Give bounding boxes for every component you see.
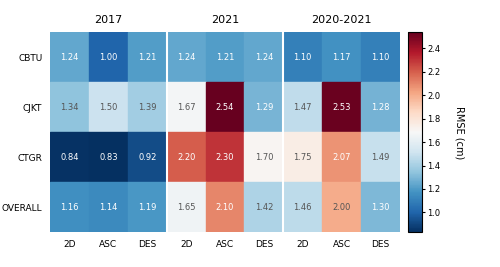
Bar xyxy=(244,182,284,232)
Bar xyxy=(206,82,244,132)
Text: 1.34: 1.34 xyxy=(60,103,78,112)
Text: 1.42: 1.42 xyxy=(254,203,273,212)
Bar xyxy=(89,82,128,132)
Text: 1.10: 1.10 xyxy=(372,53,390,62)
Bar xyxy=(206,182,244,232)
Bar xyxy=(50,82,89,132)
Text: 2.53: 2.53 xyxy=(332,103,351,112)
Text: 2.07: 2.07 xyxy=(332,153,351,162)
Text: 1.49: 1.49 xyxy=(372,153,390,162)
Bar xyxy=(322,182,361,232)
Bar xyxy=(128,32,166,82)
Bar xyxy=(361,82,400,132)
Text: 1.19: 1.19 xyxy=(138,203,156,212)
Text: 1.50: 1.50 xyxy=(99,103,117,112)
Bar xyxy=(128,182,166,232)
Bar xyxy=(361,132,400,182)
Text: 2020-2021: 2020-2021 xyxy=(312,14,372,25)
Text: 1.24: 1.24 xyxy=(60,53,78,62)
Bar xyxy=(166,182,205,232)
Bar xyxy=(206,32,244,82)
Bar xyxy=(50,132,89,182)
Bar xyxy=(361,182,400,232)
Bar xyxy=(89,32,128,82)
Text: 2.10: 2.10 xyxy=(216,203,234,212)
Text: 1.10: 1.10 xyxy=(294,53,312,62)
Bar xyxy=(361,32,400,82)
Text: 1.65: 1.65 xyxy=(177,203,196,212)
Text: 2017: 2017 xyxy=(94,14,122,25)
Text: 2.00: 2.00 xyxy=(332,203,351,212)
Bar xyxy=(128,132,166,182)
Text: 1.46: 1.46 xyxy=(294,203,312,212)
Bar xyxy=(166,32,205,82)
Bar xyxy=(322,82,361,132)
Bar xyxy=(244,82,284,132)
Bar xyxy=(322,32,361,82)
Text: 1.21: 1.21 xyxy=(138,53,156,62)
Bar xyxy=(284,32,322,82)
Text: 1.67: 1.67 xyxy=(177,103,196,112)
Bar xyxy=(128,82,166,132)
Y-axis label: RMSE (cm): RMSE (cm) xyxy=(454,105,464,159)
Text: 1.70: 1.70 xyxy=(254,153,273,162)
Bar xyxy=(206,132,244,182)
Bar xyxy=(284,132,322,182)
Text: 1.24: 1.24 xyxy=(177,53,196,62)
Bar xyxy=(244,132,284,182)
Text: 1.29: 1.29 xyxy=(254,103,273,112)
Text: 2.20: 2.20 xyxy=(177,153,196,162)
Text: 1.24: 1.24 xyxy=(254,53,273,62)
Text: 1.75: 1.75 xyxy=(294,153,312,162)
Text: 1.39: 1.39 xyxy=(138,103,156,112)
Bar xyxy=(89,182,128,232)
Text: 2.30: 2.30 xyxy=(216,153,234,162)
Bar xyxy=(284,82,322,132)
Text: 1.14: 1.14 xyxy=(99,203,117,212)
Bar xyxy=(244,32,284,82)
Text: 1.00: 1.00 xyxy=(99,53,117,62)
Bar xyxy=(50,32,89,82)
Bar xyxy=(166,132,205,182)
Bar xyxy=(166,82,205,132)
Bar xyxy=(50,182,89,232)
Bar xyxy=(284,182,322,232)
Text: 1.47: 1.47 xyxy=(294,103,312,112)
Bar xyxy=(322,132,361,182)
Text: 2.54: 2.54 xyxy=(216,103,234,112)
Text: 0.84: 0.84 xyxy=(60,153,78,162)
Text: 1.16: 1.16 xyxy=(60,203,78,212)
Text: 0.83: 0.83 xyxy=(99,153,117,162)
Text: 1.30: 1.30 xyxy=(372,203,390,212)
Text: 1.17: 1.17 xyxy=(332,53,351,62)
Text: 0.92: 0.92 xyxy=(138,153,156,162)
Text: 1.21: 1.21 xyxy=(216,53,234,62)
Bar xyxy=(89,132,128,182)
Text: 1.28: 1.28 xyxy=(372,103,390,112)
Text: 2021: 2021 xyxy=(211,14,239,25)
